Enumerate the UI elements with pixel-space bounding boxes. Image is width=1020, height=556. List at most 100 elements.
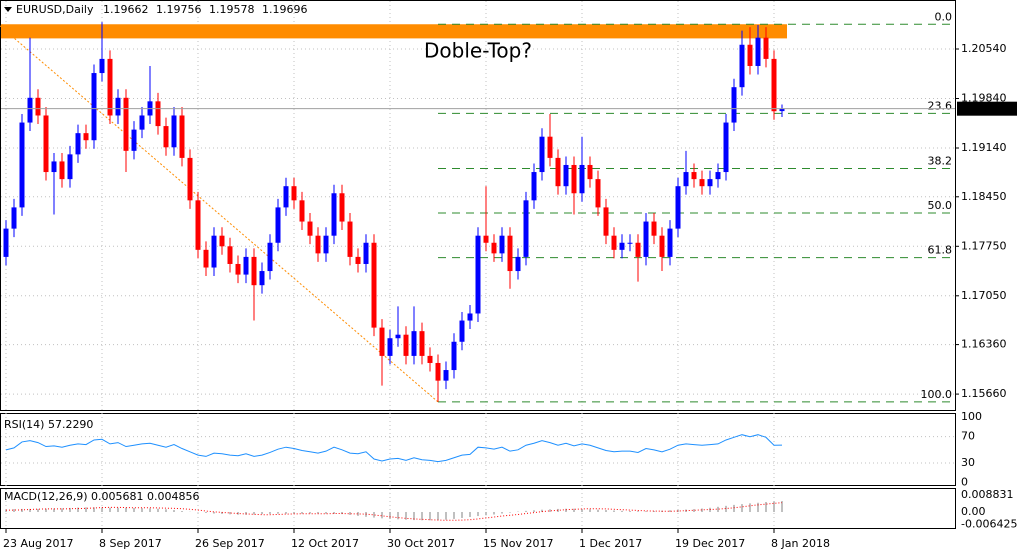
- macd-bar: [285, 512, 287, 514]
- candle-body: [187, 157, 193, 201]
- macd-bar: [205, 512, 207, 513]
- candle-body: [435, 362, 441, 381]
- candle-body: [251, 256, 257, 286]
- x-tick-label: 8 Jan 2018: [771, 537, 830, 550]
- y-tick-label: 1.15660: [961, 387, 1007, 400]
- macd-bar: [213, 512, 215, 514]
- macd-bar: [701, 508, 703, 513]
- candle-body: [427, 355, 433, 363]
- x-tick-label: 12 Oct 2017: [291, 537, 359, 550]
- macd-bar: [781, 501, 783, 513]
- candle-body: [83, 133, 89, 141]
- resistance-zone: [1, 24, 787, 39]
- macd-bar: [317, 512, 319, 514]
- macd-bar: [61, 508, 63, 513]
- y-tick-label: 1.19840: [961, 92, 1007, 105]
- rsi-tick-label: 70: [961, 430, 975, 443]
- candle-body: [451, 341, 457, 371]
- macd-bar: [93, 507, 95, 513]
- candle-body: [419, 331, 425, 356]
- close-value: 1.19696: [262, 3, 308, 16]
- fib-label: 50.0: [928, 199, 953, 212]
- candle-body: [595, 179, 601, 208]
- macd-bar: [405, 512, 407, 520]
- candle-body: [395, 334, 401, 339]
- macd-bar: [533, 510, 535, 513]
- candle-body: [163, 126, 169, 148]
- macd-bar: [13, 509, 15, 513]
- candle-body: [555, 157, 561, 187]
- x-tick-label: 23 Aug 2017: [3, 537, 73, 550]
- macd-bar: [493, 512, 495, 515]
- x-tick-label: 30 Oct 2017: [387, 537, 455, 550]
- macd-bar: [653, 511, 655, 513]
- x-tick-label: 15 Nov 2017: [483, 537, 553, 550]
- macd-panel: [0, 488, 956, 529]
- candle-body: [651, 221, 657, 236]
- candle-body: [155, 101, 161, 127]
- candle-body: [299, 200, 305, 222]
- candle-body: [643, 221, 649, 257]
- macd-bar: [421, 512, 423, 521]
- menu-arrow: [4, 7, 12, 12]
- macd-bar: [277, 512, 279, 514]
- rsi-tick-label: 30: [961, 456, 975, 469]
- macd-bar: [413, 512, 415, 521]
- macd-bar: [629, 511, 631, 513]
- macd-bar: [549, 509, 551, 513]
- candle-body: [499, 235, 505, 254]
- macd-bar: [605, 510, 607, 513]
- candle-body: [675, 186, 681, 229]
- candle-body: [563, 164, 569, 187]
- candle-body: [603, 207, 609, 236]
- macd-bar: [101, 507, 103, 513]
- candle-body: [27, 97, 33, 123]
- candle-body: [579, 164, 585, 194]
- candle-body: [659, 235, 665, 257]
- macd-bar: [5, 509, 7, 513]
- macd-bar: [109, 507, 111, 513]
- candle-body: [283, 186, 289, 208]
- macd-bar: [509, 512, 511, 513]
- candle-body: [275, 207, 281, 243]
- x-tick-label: 1 Dec 2017: [579, 537, 642, 550]
- candle-body: [691, 172, 697, 180]
- main-panel: [0, 0, 956, 411]
- candle-body: [11, 207, 17, 229]
- candle-body: [243, 256, 249, 275]
- macd-bar: [125, 507, 127, 513]
- candle-body: [211, 235, 217, 268]
- candle-body: [515, 256, 521, 272]
- macd-bar: [693, 509, 695, 513]
- macd-bar: [357, 512, 359, 516]
- macd-bar: [245, 512, 247, 515]
- rsi-tick-label: 100: [961, 410, 982, 423]
- candle-body: [331, 193, 337, 236]
- candle-body: [195, 200, 201, 250]
- candle-body: [51, 161, 57, 173]
- macd-bar: [373, 512, 375, 518]
- candle-body: [3, 228, 9, 257]
- macd-bar: [581, 508, 583, 513]
- macd-bar: [69, 507, 71, 513]
- candle-body: [171, 115, 177, 148]
- candle-body: [523, 200, 529, 257]
- fib-label: 61.8: [928, 244, 953, 257]
- candle-body: [75, 133, 81, 155]
- candle-body: [131, 129, 137, 151]
- macd-bar: [181, 511, 183, 513]
- macd-bar: [669, 510, 671, 513]
- candle-body: [667, 228, 673, 257]
- candle-body: [347, 221, 353, 257]
- macd-bar: [469, 512, 471, 518]
- macd-bar: [221, 512, 223, 514]
- candle-body: [635, 242, 641, 257]
- y-tick-label: 1.17750: [961, 239, 1007, 252]
- macd-bar: [725, 505, 727, 513]
- candle-body: [467, 313, 473, 321]
- macd-bar: [37, 508, 39, 513]
- candle-body: [315, 235, 321, 254]
- y-tick-label: 1.19140: [961, 141, 1007, 154]
